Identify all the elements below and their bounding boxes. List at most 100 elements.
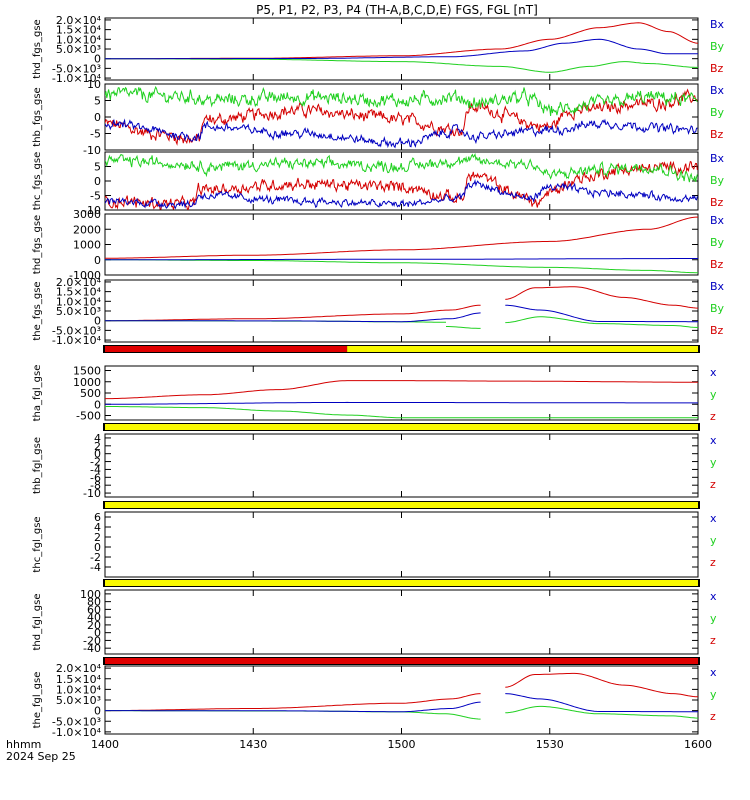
y-tick-label: -5 xyxy=(90,190,101,203)
panel-thd_fgs_gse-0: 2.0×10⁴1.5×10⁴1.0×10⁴5.0×10³0-5.0×10³-1.… xyxy=(32,14,725,85)
series-line-Bx xyxy=(505,304,698,323)
legend-entry-Bx: Bx xyxy=(710,84,725,97)
panel-thb_fgs_gse-1: 10 5 0 -5 -10 thb_fgs_gse Bz By Bx xyxy=(32,78,725,157)
y-tick-label: 2.0×10⁴ xyxy=(56,276,102,289)
y-axis-label: thc_fgl_gse xyxy=(32,516,43,572)
y-axis-label: thc_fgs_gse xyxy=(32,152,43,211)
panel-the_fgl_gse-9: 2.0×10⁴1.5×10⁴1.0×10⁴5.0×10³0-5.0×10³-1.… xyxy=(32,657,717,739)
y-tick-label: -4 xyxy=(90,561,101,574)
y-tick-label: -20 xyxy=(83,634,101,647)
y-tick-label: 0 xyxy=(94,175,101,188)
y-tick-label: 5.0×10³ xyxy=(56,694,101,707)
y-tick-label: 5.0×10³ xyxy=(56,43,101,56)
y-axis-label: the_fgs_gse xyxy=(32,281,43,340)
y-tick-label: -2 xyxy=(90,551,101,564)
y-tick-label: 5 xyxy=(94,95,101,108)
y-tick-label: 3000 xyxy=(73,208,101,221)
series-line-By xyxy=(446,326,481,329)
y-tick-label: 2.0×10⁴ xyxy=(56,662,102,675)
y-tick-label: -1.0×10⁴ xyxy=(52,72,102,85)
y-tick-label: 5 xyxy=(94,161,101,174)
y-tick-label: 1000 xyxy=(73,239,101,252)
legend-entry-y: y xyxy=(710,388,717,401)
y-tick-label: 1.5×10⁴ xyxy=(56,286,102,299)
legend-entry-x: x xyxy=(710,590,717,603)
series-line-z xyxy=(105,693,481,712)
y-tick-label: 2000 xyxy=(73,223,101,236)
y-tick-label: -10 xyxy=(83,204,101,217)
y-tick-label: 0 xyxy=(94,541,101,554)
legend-entry-x: x xyxy=(710,512,717,525)
legend-entry-Bx: Bx xyxy=(710,214,725,227)
y-tick-label: 10 xyxy=(87,78,101,91)
y-axis-label: thd_fgs_gse xyxy=(32,215,43,274)
panel-frame xyxy=(104,213,699,276)
y-tick-label: 2 xyxy=(94,440,101,453)
legend-entry-Bz: Bz xyxy=(710,128,724,141)
legend-entry-z: z xyxy=(710,556,716,569)
series-line-By xyxy=(105,259,698,274)
legend-entry-z: z xyxy=(710,710,716,723)
y-tick-label: -40 xyxy=(83,642,101,655)
series-line-Bz xyxy=(105,160,698,210)
panel-frame xyxy=(104,665,699,735)
panel-frame xyxy=(104,433,699,498)
y-tick-label: 1.0×10⁴ xyxy=(56,683,102,696)
y-tick-label: -8 xyxy=(90,479,101,492)
panel-thb_fgl_gse-6: 420-2-4-6-8-10 thb_fgl_gse zyx xyxy=(32,423,717,500)
series-line-Bx xyxy=(105,38,698,60)
y-tick-label: 6 xyxy=(94,511,101,524)
y-tick-label: 1.5×10⁴ xyxy=(56,24,102,37)
y-tick-label: 2.0×10⁴ xyxy=(56,14,102,27)
y-tick-label: -10 xyxy=(83,487,101,500)
x-tick-label: 1600 xyxy=(684,738,712,751)
legend-entry-By: By xyxy=(710,236,725,249)
y-tick-label: 20 xyxy=(87,619,101,632)
status-bar-segment xyxy=(105,502,698,508)
y-tick-label: -1000 xyxy=(69,269,101,282)
y-tick-label: -6 xyxy=(90,471,101,484)
y-tick-label: 40 xyxy=(87,611,101,624)
y-tick-label: 4 xyxy=(94,432,101,445)
time-axis-label: hhmm xyxy=(6,738,41,751)
y-tick-label: 0 xyxy=(94,111,101,124)
panel-frame xyxy=(104,365,699,421)
y-tick-label: 1.5×10⁴ xyxy=(56,673,102,686)
y-tick-label: 0 xyxy=(94,254,101,267)
y-tick-label: 0 xyxy=(94,705,101,718)
series-line-By xyxy=(505,316,698,328)
legend-entry-x: x xyxy=(710,366,717,379)
y-tick-label: 500 xyxy=(80,387,101,400)
time-axis-date: 2024 Sep 25 xyxy=(6,750,76,763)
y-tick-label: 2 xyxy=(94,531,101,544)
series-line-z xyxy=(505,672,698,698)
y-tick-label: 100 xyxy=(80,588,101,601)
legend-entry-Bz: Bz xyxy=(710,62,724,75)
legend-entry-By: By xyxy=(710,302,725,315)
legend-entry-Bx: Bx xyxy=(710,152,725,165)
panel-thd_fgs_gse-3: 3000 2000 1000 0 -1000 thd_fgs_gse Bz By Bx xyxy=(32,208,725,282)
legend-entry-z: z xyxy=(710,634,716,647)
series-line-x xyxy=(105,701,481,713)
panel-frame xyxy=(104,279,699,343)
y-tick-label: 5.0×10³ xyxy=(56,305,101,318)
panel-frame xyxy=(104,589,699,655)
y-tick-label: -500 xyxy=(76,410,101,423)
legend-entry-Bx: Bx xyxy=(710,18,725,31)
y-tick-label: 0 xyxy=(94,398,101,411)
x-tick-label: 1530 xyxy=(536,738,564,751)
legend-entry-By: By xyxy=(710,174,725,187)
series-line-z xyxy=(105,380,698,400)
status-bar-segment xyxy=(105,658,698,664)
y-tick-label: 0 xyxy=(94,53,101,66)
series-line-Bz xyxy=(105,216,698,259)
legend-entry-y: y xyxy=(710,612,717,625)
series-line-x xyxy=(105,401,698,405)
y-tick-label: -1.0×10⁴ xyxy=(52,334,102,347)
y-tick-label: -5 xyxy=(90,128,101,141)
y-tick-label: 80 xyxy=(87,596,101,609)
y-tick-label: -2 xyxy=(90,456,101,469)
